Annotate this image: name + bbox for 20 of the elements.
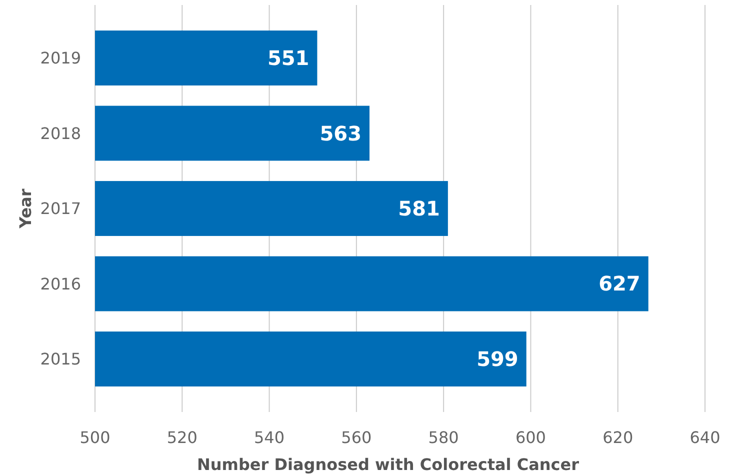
y-tick-label: 2015 — [40, 350, 81, 369]
x-tick-label: 620 — [602, 428, 634, 447]
y-tick-label: 2016 — [40, 274, 81, 294]
x-tick-label: 560 — [341, 428, 372, 447]
x-axis-title: Number Diagnosed with Colorectal Cancer — [197, 455, 580, 474]
data-label: 563 — [320, 121, 362, 146]
data-label: 581 — [398, 196, 440, 220]
x-tick-label: 640 — [690, 428, 720, 447]
x-tick-label: 580 — [428, 428, 459, 447]
x-tick-label: 520 — [166, 428, 198, 447]
data-label: 627 — [598, 272, 640, 296]
x-tick-label: 500 — [80, 428, 110, 447]
x-tick-label: 600 — [515, 428, 546, 447]
y-axis-title: Year — [16, 188, 35, 230]
y-tick-label: 2019 — [40, 48, 81, 68]
x-tick-label: 540 — [254, 428, 285, 447]
y-tick-label: 2018 — [40, 124, 81, 143]
y-tick-label: 2017 — [40, 199, 81, 218]
data-label: 551 — [267, 46, 310, 70]
data-label: 599 — [476, 347, 518, 371]
